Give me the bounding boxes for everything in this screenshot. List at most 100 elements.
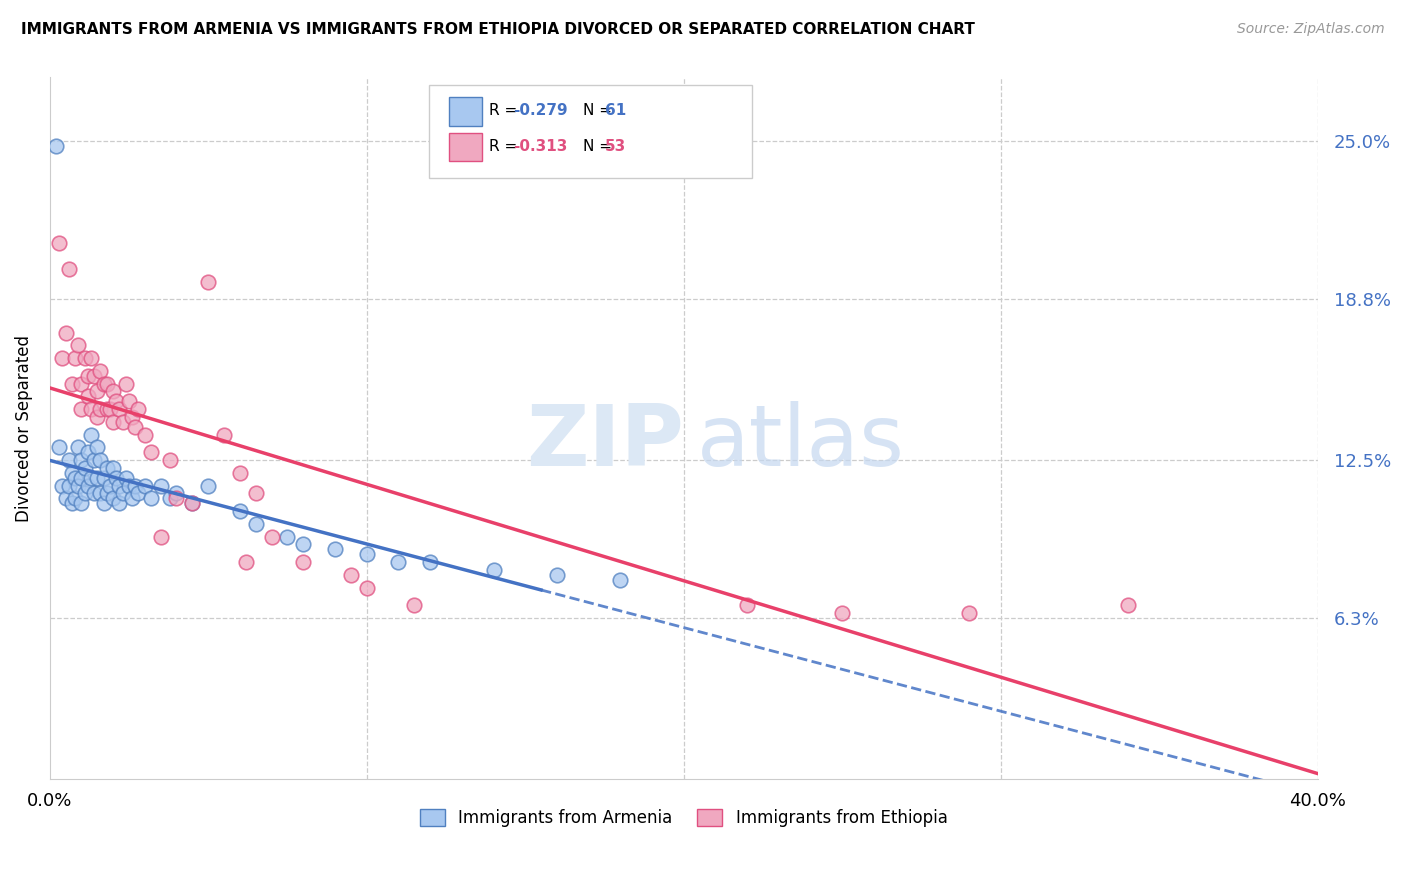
Point [404,599,426,613]
Point [546,567,568,582]
Point [166,486,188,500]
Point [292,537,315,551]
Point [114,376,136,391]
Legend: Immigrants from Armenia, Immigrants from Ethiopia: Immigrants from Armenia, Immigrants from… [413,802,955,834]
Point [181,496,204,510]
Point [149,530,172,544]
Point [70,496,93,510]
Point [121,409,143,424]
Point [197,275,219,289]
Point [139,445,162,459]
Point [108,402,131,417]
Point [89,453,111,467]
Point [89,486,111,500]
Point [58,261,80,276]
Point [101,460,124,475]
Point [101,491,124,506]
Point [127,402,149,417]
Point [60,376,83,391]
Point [51,351,73,365]
Point [1116,599,1139,613]
Point [96,376,118,391]
Point [105,471,128,485]
Point [831,606,853,620]
Point [60,466,83,480]
Point [67,440,90,454]
Point [387,555,409,569]
Point [323,542,346,557]
Point [76,389,98,403]
Point [159,453,181,467]
Point [51,478,73,492]
Point [73,460,96,475]
Point [197,478,219,492]
Point [111,486,134,500]
Text: Source: ZipAtlas.com: Source: ZipAtlas.com [1237,22,1385,37]
Point [48,440,70,454]
Point [149,478,172,492]
Point [96,460,118,475]
Point [127,486,149,500]
Point [60,496,83,510]
Point [86,384,108,399]
Point [139,491,162,506]
Point [70,471,93,485]
Point [245,486,267,500]
Point [86,409,108,424]
Point [48,236,70,251]
Point [93,496,115,510]
Point [89,402,111,417]
Point [124,478,146,492]
Point [45,139,67,153]
Point [108,496,131,510]
Point [86,471,108,485]
Point [292,555,315,569]
Point [73,351,96,365]
Point [86,440,108,454]
Point [98,478,121,492]
Point [70,453,93,467]
Point [166,491,188,506]
Point [55,491,77,506]
Point [111,415,134,429]
Point [482,563,505,577]
Point [260,530,283,544]
Point [212,427,235,442]
Text: R =: R = [489,103,523,118]
Point [609,573,631,587]
Point [124,420,146,434]
Point [73,486,96,500]
Point [159,491,181,506]
Point [118,478,141,492]
Point [76,445,98,459]
Point [108,478,131,492]
Text: atlas: atlas [696,401,904,483]
Point [101,384,124,399]
Text: -0.279: -0.279 [513,103,568,118]
Point [93,471,115,485]
Text: ZIP: ZIP [526,401,683,483]
Point [58,478,80,492]
Text: 53: 53 [605,139,626,153]
Point [96,402,118,417]
Point [181,496,204,510]
Point [89,364,111,378]
Point [80,402,103,417]
Point [101,415,124,429]
Point [76,478,98,492]
Point [67,478,90,492]
Text: IMMIGRANTS FROM ARMENIA VS IMMIGRANTS FROM ETHIOPIA DIVORCED OR SEPARATED CORREL: IMMIGRANTS FROM ARMENIA VS IMMIGRANTS FR… [21,22,974,37]
Point [55,326,77,340]
Point [96,486,118,500]
Point [229,504,252,518]
Text: R =: R = [489,139,523,153]
Point [80,471,103,485]
Point [105,394,128,409]
Point [98,402,121,417]
Point [63,491,86,506]
Point [83,453,105,467]
Text: 61: 61 [605,103,626,118]
Point [70,376,93,391]
Point [83,486,105,500]
Point [245,516,267,531]
